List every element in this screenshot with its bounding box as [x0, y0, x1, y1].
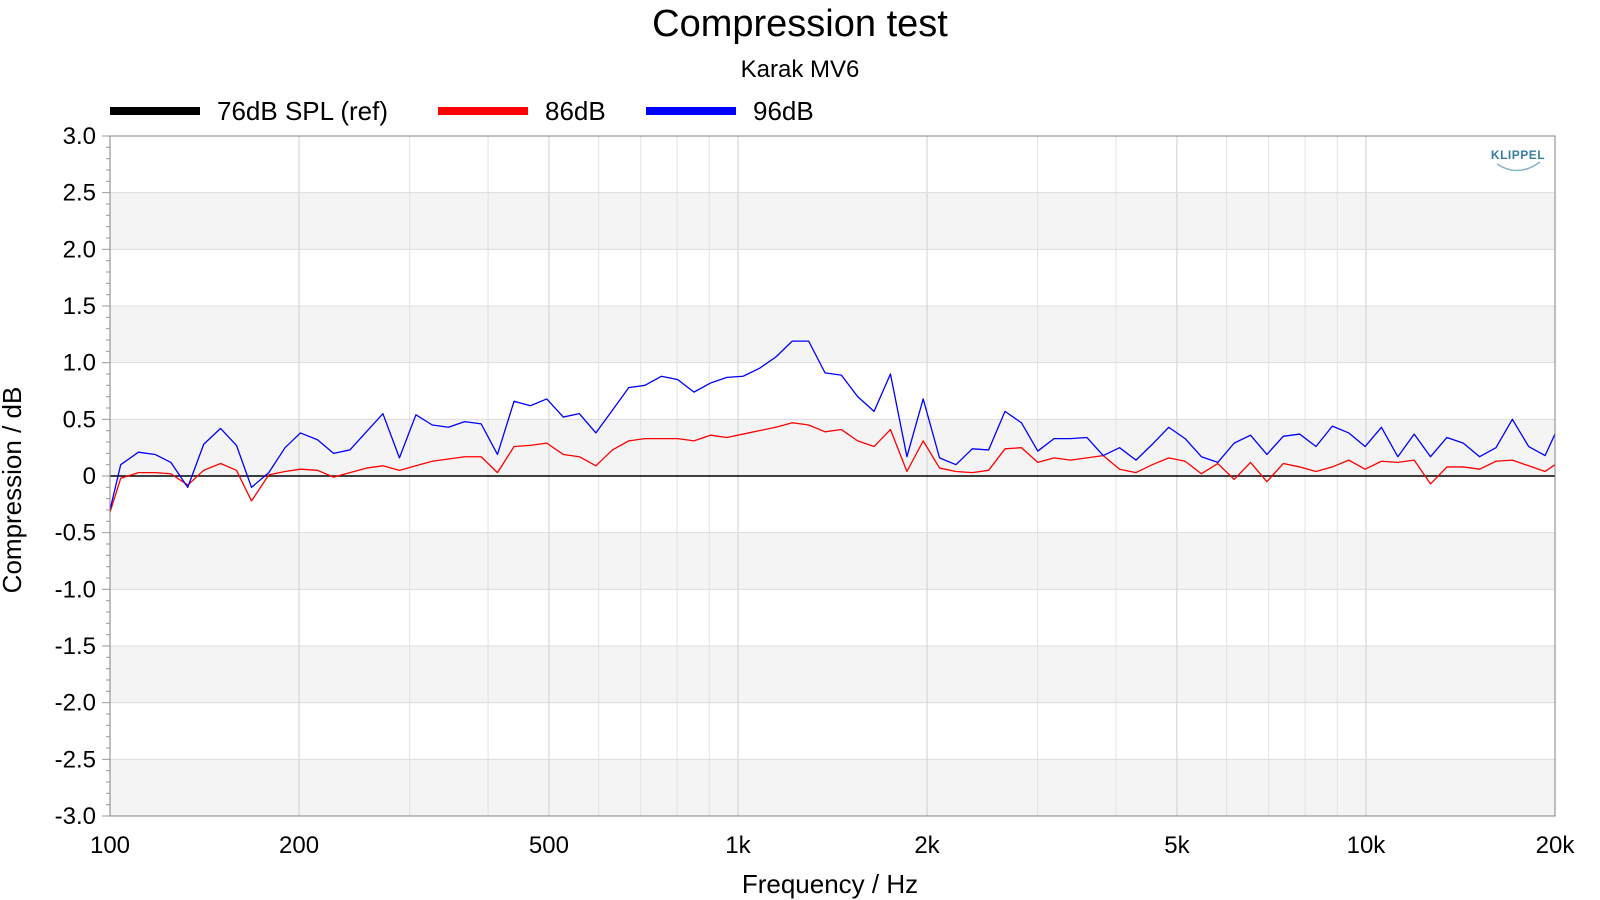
y-axis-label: Compression / dB — [0, 387, 27, 594]
y-tick-label: -2.0 — [55, 690, 96, 717]
plot-band — [110, 419, 1555, 476]
x-axis-label: Frequency / Hz — [742, 869, 918, 899]
y-tick-label: 0 — [83, 463, 96, 490]
chart-title: Compression test — [652, 3, 948, 45]
y-tick-label: 2.5 — [63, 180, 96, 207]
plot-band — [110, 362, 1555, 420]
x-tick-label: 100 — [90, 832, 130, 859]
x-tick-label: 5k — [1164, 832, 1190, 859]
chart-subtitle: Karak MV6 — [741, 56, 860, 83]
legend-label: 96dB — [753, 96, 814, 126]
legend: 76dB SPL (ref) 86dB 96dB — [110, 96, 814, 126]
x-tick-labels: 100 200 500 1k 2k 5k 10k 20k — [90, 832, 1575, 859]
y-minor-ticks — [102, 135, 110, 817]
plot-band — [110, 136, 1555, 193]
y-tick-label: 1.0 — [63, 350, 96, 377]
y-tick-label: -1.5 — [55, 633, 96, 660]
klippel-logo: KLIPPEL — [1491, 148, 1545, 172]
x-tick-label: 1k — [725, 832, 751, 859]
y-tick-label: 2.0 — [63, 236, 96, 263]
legend-label: 86dB — [545, 96, 606, 126]
x-tick-label: 200 — [279, 832, 319, 859]
plot-band — [110, 249, 1555, 306]
series-line-86db — [109, 422, 1556, 513]
y-tick-label: -0.5 — [55, 520, 96, 547]
klippel-logo-text: KLIPPEL — [1491, 148, 1545, 162]
plot-band — [110, 476, 1555, 533]
series-line-96db — [109, 340, 1556, 511]
plot-band — [110, 759, 1555, 816]
x-tick-label: 10k — [1347, 832, 1387, 859]
series-layer — [109, 340, 1556, 513]
y-tick-label: 1.5 — [63, 293, 96, 320]
logo-swoosh-icon — [1496, 161, 1541, 172]
y-tick-label: -2.5 — [55, 746, 96, 773]
y-tick-label: 3.0 — [63, 123, 96, 150]
y-tick-labels: 3.0 2.5 2.0 1.5 1.0 0.5 0 -0.5 -1.0 -1.5 -2.0 -2.5 -… — [55, 123, 96, 830]
y-tick-label: 0.5 — [63, 406, 96, 433]
plot-band — [110, 306, 1555, 363]
y-tick-label: -1.0 — [55, 576, 96, 603]
plot-band — [110, 589, 1555, 646]
x-tick-label: 20k — [1536, 832, 1576, 859]
legend-label: 76dB SPL (ref) — [217, 96, 388, 126]
plot-band — [110, 646, 1555, 703]
plot-band — [110, 702, 1555, 760]
plot-band — [110, 532, 1555, 590]
y-tick-label: -3.0 — [55, 803, 96, 830]
plot-band — [110, 192, 1555, 250]
x-tick-label: 2k — [914, 832, 940, 859]
x-tick-label: 500 — [529, 832, 569, 859]
